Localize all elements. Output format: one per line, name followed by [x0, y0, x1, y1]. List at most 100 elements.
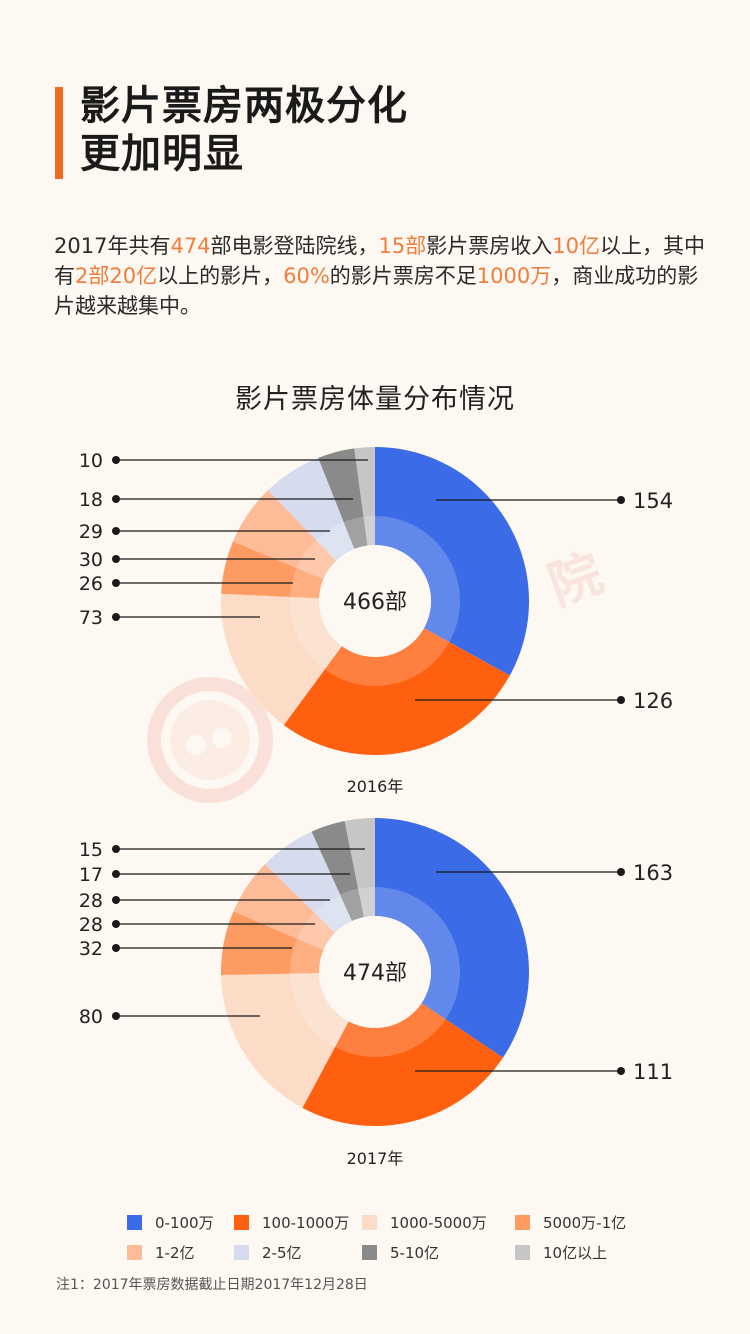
leader-dot	[112, 555, 120, 563]
slice-inner-band	[290, 568, 324, 599]
footnote: 注1：2017年票房数据截止日期2017年12月28日	[56, 1277, 368, 1293]
leader-dot	[617, 496, 625, 504]
value-label: 80	[79, 1006, 103, 1028]
value-label: 28	[79, 914, 103, 936]
slice-inner-band	[315, 521, 355, 561]
intro-highlight: 1000万	[476, 264, 552, 288]
legend-item: 5000万-1亿	[515, 1212, 626, 1233]
intro-text: ，商业成功的影片越来越集中。	[54, 264, 699, 318]
year-label-2017: 2017年	[346, 1149, 404, 1168]
value-label: 154	[633, 489, 673, 513]
slice-inner-band	[296, 539, 337, 580]
legend-item: 1000-5000万	[362, 1212, 487, 1233]
center-total-label: 466部	[343, 590, 407, 615]
center-total-label: 474部	[343, 961, 407, 986]
donut-hole	[319, 545, 431, 657]
slice-inner-band	[340, 888, 364, 921]
leader-dot	[617, 1067, 625, 1075]
legend-swatch-icon	[515, 1245, 530, 1260]
slice-5000万-1亿	[221, 911, 324, 976]
leader-dot	[112, 456, 120, 464]
legend-label: 2-5亿	[262, 1244, 302, 1262]
year-label-2016: 2016年	[346, 777, 404, 796]
value-label: 32	[79, 938, 103, 960]
legend-label: 0-100万	[155, 1214, 214, 1232]
intro-text: 以上的影片，	[157, 264, 284, 288]
legend-item: 2-5亿	[234, 1242, 302, 1263]
slice-inner-band	[290, 973, 349, 1047]
page-title: 影片票房两极分化 更加明显	[80, 82, 408, 178]
intro-text: 的影片票房不足	[329, 264, 477, 288]
leader-dot	[112, 495, 120, 503]
intro-text: 影片票房收入	[426, 234, 553, 258]
legend-label: 1-2亿	[155, 1244, 195, 1262]
donut-hole	[319, 916, 431, 1028]
legend-label: 5000万-1亿	[543, 1214, 627, 1232]
chart-title: 影片票房体量分布情况	[235, 384, 515, 415]
value-label: 28	[79, 890, 103, 912]
value-label: 73	[79, 607, 103, 629]
slice-100-1000万	[302, 1003, 503, 1126]
legend-label: 100-1000万	[262, 1214, 350, 1232]
legend-swatch-icon	[515, 1215, 530, 1230]
legend-item: 10亿以上	[515, 1242, 607, 1263]
legend-swatch-icon	[234, 1245, 249, 1260]
leader-dot	[112, 870, 120, 878]
legend-label: 1000-5000万	[390, 1214, 487, 1232]
intro-highlight: 10亿	[552, 234, 601, 258]
slice-2-5亿	[265, 831, 352, 933]
legend-swatch-icon	[362, 1245, 377, 1260]
legend-swatch-icon	[234, 1215, 249, 1230]
slice-inner-band	[290, 596, 342, 670]
leader-dot	[112, 1012, 120, 1020]
slice-inner-band	[314, 894, 352, 933]
leader-dot	[112, 944, 120, 952]
slice-5000万-1亿	[221, 541, 324, 599]
legend-label: 10亿以上	[543, 1244, 608, 1262]
legend-label: 5-10亿	[390, 1244, 440, 1262]
legend-item: 100-1000万	[234, 1212, 349, 1233]
slice-10亿以上	[354, 447, 375, 546]
title-line-1: 影片票房两极分化	[80, 83, 408, 129]
value-label: 18	[79, 489, 103, 511]
leader-dot	[112, 527, 120, 535]
slice-inner-band	[343, 516, 368, 549]
value-label: 29	[79, 521, 103, 543]
value-label: 111	[633, 1060, 673, 1084]
slice-100-1000万	[283, 628, 510, 755]
slice-inner-band	[324, 628, 450, 686]
slice-2-5亿	[267, 457, 355, 561]
intro-text: 部电影登陆院线，	[210, 234, 379, 258]
value-label: 126	[633, 689, 673, 713]
slice-0-100万	[375, 447, 529, 676]
leader-dot	[617, 868, 625, 876]
slice-inner-band	[375, 516, 460, 643]
legend-item: 0-100万	[127, 1212, 214, 1233]
value-label: 30	[79, 549, 103, 571]
intro-highlight: 60%	[283, 264, 330, 288]
slice-inner-band	[375, 887, 461, 1020]
legend-swatch-icon	[362, 1215, 377, 1230]
slice-inner-band	[363, 516, 375, 546]
slice-inner-band	[358, 887, 375, 918]
slice-10亿以上	[344, 818, 375, 918]
value-label: 17	[79, 864, 103, 886]
slice-inner-band	[290, 938, 324, 974]
intro-highlight: 15部	[378, 234, 427, 258]
slice-1-2亿	[233, 864, 336, 950]
leader-dot	[617, 696, 625, 704]
value-label: 26	[79, 573, 103, 595]
slice-inner-band	[296, 912, 336, 950]
title-accent-bar	[55, 87, 63, 179]
leader-dot	[112, 845, 120, 853]
value-label: 15	[79, 839, 103, 861]
slice-inner-band	[334, 1003, 446, 1057]
slice-0-100万	[375, 818, 529, 1058]
intro-highlight: 2部20亿	[75, 264, 158, 288]
intro-text: 2017年共有	[54, 234, 171, 258]
leader-dot	[112, 613, 120, 621]
slice-1-2亿	[233, 490, 337, 580]
value-label: 10	[79, 450, 103, 472]
